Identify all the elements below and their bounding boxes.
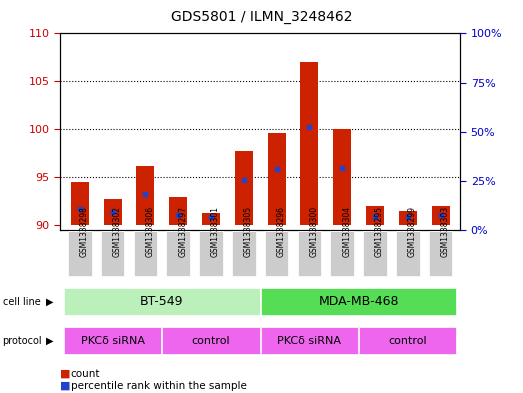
Text: GSM1338299: GSM1338299: [408, 206, 417, 257]
FancyBboxPatch shape: [133, 231, 157, 276]
FancyBboxPatch shape: [64, 288, 259, 315]
Text: GSM1338305: GSM1338305: [244, 206, 253, 257]
Text: ▶: ▶: [46, 336, 53, 346]
Text: PKCδ siRNA: PKCδ siRNA: [81, 336, 145, 346]
FancyBboxPatch shape: [261, 327, 358, 354]
Text: ■: ■: [60, 381, 71, 391]
Text: GSM1338300: GSM1338300: [310, 206, 319, 257]
Point: [76, 206, 84, 212]
Bar: [235, 151, 253, 225]
Text: GDS5801 / ILMN_3248462: GDS5801 / ILMN_3248462: [170, 10, 353, 24]
FancyBboxPatch shape: [101, 231, 124, 276]
FancyBboxPatch shape: [166, 231, 190, 276]
FancyBboxPatch shape: [363, 231, 387, 276]
Bar: [268, 133, 286, 225]
FancyBboxPatch shape: [163, 327, 259, 354]
Text: control: control: [192, 336, 230, 346]
Text: ■: ■: [60, 369, 71, 379]
Text: control: control: [389, 336, 427, 346]
Point: [174, 211, 183, 218]
Text: BT-549: BT-549: [140, 295, 184, 308]
Point: [404, 214, 412, 220]
Point: [141, 191, 150, 198]
FancyBboxPatch shape: [396, 231, 419, 276]
Bar: [431, 206, 450, 225]
Text: percentile rank within the sample: percentile rank within the sample: [71, 381, 246, 391]
Point: [338, 164, 346, 171]
FancyBboxPatch shape: [199, 231, 223, 276]
Text: GSM1338302: GSM1338302: [112, 206, 122, 257]
Point: [207, 214, 215, 220]
Text: GSM1338304: GSM1338304: [342, 206, 351, 257]
FancyBboxPatch shape: [359, 327, 456, 354]
Bar: [366, 206, 384, 225]
FancyBboxPatch shape: [68, 231, 92, 276]
Text: protocol: protocol: [3, 336, 42, 346]
Text: GSM1338295: GSM1338295: [375, 206, 384, 257]
Bar: [104, 199, 122, 225]
Point: [240, 177, 248, 183]
Text: GSM1338296: GSM1338296: [277, 206, 286, 257]
Text: GSM1338301: GSM1338301: [211, 206, 220, 257]
Bar: [137, 166, 154, 225]
FancyBboxPatch shape: [232, 231, 256, 276]
Text: count: count: [71, 369, 100, 379]
Text: ▶: ▶: [46, 297, 53, 307]
Text: MDA-MB-468: MDA-MB-468: [319, 295, 399, 308]
FancyBboxPatch shape: [429, 231, 452, 276]
FancyBboxPatch shape: [331, 231, 354, 276]
FancyBboxPatch shape: [298, 231, 321, 276]
Text: GSM1338298: GSM1338298: [80, 206, 89, 257]
Text: GSM1338297: GSM1338297: [178, 206, 187, 257]
Bar: [71, 182, 89, 225]
Text: cell line: cell line: [3, 297, 40, 307]
FancyBboxPatch shape: [261, 288, 456, 315]
FancyBboxPatch shape: [265, 231, 288, 276]
Bar: [300, 62, 319, 225]
Point: [272, 165, 281, 172]
FancyBboxPatch shape: [64, 327, 161, 354]
Bar: [333, 129, 351, 225]
Text: PKCδ siRNA: PKCδ siRNA: [277, 336, 342, 346]
Bar: [169, 197, 187, 225]
Bar: [202, 213, 220, 225]
Point: [436, 211, 445, 218]
Point: [108, 209, 117, 215]
Point: [371, 214, 379, 220]
Point: [305, 124, 314, 130]
Text: GSM1338303: GSM1338303: [440, 206, 450, 257]
Text: GSM1338306: GSM1338306: [145, 206, 154, 257]
Bar: [399, 211, 417, 225]
